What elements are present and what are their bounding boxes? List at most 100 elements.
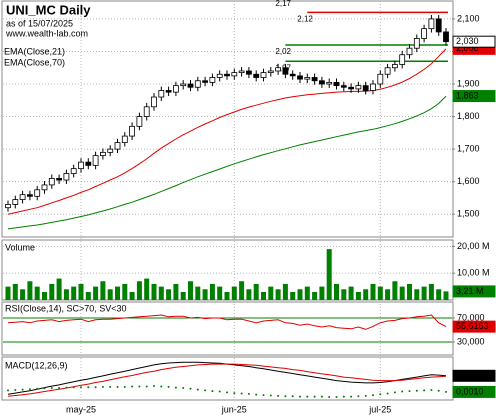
histogram-dot xyxy=(247,392,250,395)
candle-body xyxy=(56,178,62,181)
histogram-dot xyxy=(350,395,353,398)
volume-bar xyxy=(180,291,186,300)
candle-body xyxy=(216,73,223,78)
volume-bar xyxy=(443,291,449,300)
candle-body xyxy=(151,96,157,108)
legend-entry: EMA(Close,21) xyxy=(4,46,65,56)
volume-bar xyxy=(107,289,113,300)
last-value-box xyxy=(452,90,496,103)
histogram-dot xyxy=(408,390,411,393)
histogram-dot xyxy=(160,385,163,388)
volume-bar xyxy=(363,289,369,300)
volume-bar xyxy=(129,291,135,300)
candle-body xyxy=(121,135,128,144)
candle-body xyxy=(267,70,274,74)
volume-bar xyxy=(421,286,427,300)
volume-bar xyxy=(414,289,420,300)
histogram-dot xyxy=(335,396,338,399)
y-tick-label: 30,000 xyxy=(457,336,485,346)
candle-body xyxy=(48,178,55,186)
histogram-dot xyxy=(342,395,345,398)
histogram-dot xyxy=(291,395,294,398)
last-value-box xyxy=(452,369,496,382)
histogram-dot xyxy=(277,394,280,397)
volume-bar xyxy=(385,289,391,300)
last-value-label: 2,008 xyxy=(456,43,479,53)
x-tick-label: jul-25 xyxy=(368,404,391,414)
candle-body xyxy=(26,194,33,197)
histogram-dot xyxy=(7,389,9,392)
volume-bar xyxy=(63,289,69,300)
y-tick-label: 70,000 xyxy=(457,312,485,322)
last-value-label: 3,21 M xyxy=(456,286,484,296)
volume-bar xyxy=(319,286,325,300)
histogram-dot xyxy=(415,389,418,392)
histogram-dot xyxy=(131,385,134,388)
volume-bar xyxy=(253,283,259,300)
volume-bar xyxy=(158,286,164,300)
histogram-dot xyxy=(357,395,360,398)
histogram-dot xyxy=(306,395,309,398)
histogram-dot xyxy=(299,395,301,398)
volume-bar xyxy=(231,286,237,300)
candle-body xyxy=(245,70,252,75)
histogram-dot xyxy=(167,385,170,388)
volume-bar xyxy=(122,283,128,300)
histogram-dot xyxy=(226,391,228,394)
histogram-dot xyxy=(28,388,31,391)
histogram-dot xyxy=(153,385,155,388)
histogram-dot xyxy=(393,391,396,394)
candle-body xyxy=(406,47,413,56)
volume-bar xyxy=(136,281,142,300)
candle-body xyxy=(362,85,369,91)
volume-bar xyxy=(166,289,172,300)
histogram-dot xyxy=(109,385,112,388)
candle-body xyxy=(194,80,201,88)
candle-body xyxy=(12,199,19,205)
candle-body xyxy=(304,77,311,80)
histogram-dot xyxy=(80,386,82,389)
histogram-dot xyxy=(211,390,214,393)
legend-entry: EMA(Close,70) xyxy=(4,57,65,67)
candle-body xyxy=(165,90,172,93)
volume-bar xyxy=(202,289,208,300)
candle-body xyxy=(107,148,114,153)
candle-body xyxy=(172,85,179,93)
candle-body xyxy=(340,85,347,88)
histogram-dot xyxy=(372,394,374,397)
candle-body xyxy=(129,125,136,137)
histogram-dot xyxy=(204,389,207,392)
candle-body xyxy=(260,72,267,78)
volume-bar xyxy=(56,278,62,300)
histogram-dot xyxy=(174,386,177,389)
histogram-dot xyxy=(72,386,75,389)
candle-body xyxy=(180,83,187,87)
candle-body xyxy=(297,75,303,80)
panel-title: Volume xyxy=(5,242,35,252)
volume-bar xyxy=(334,283,339,300)
volume-bar xyxy=(100,281,106,300)
histogram-dot xyxy=(233,392,236,395)
candle-body xyxy=(238,70,245,74)
volume-bar xyxy=(42,291,47,300)
y-tick-label: 1,800 xyxy=(457,111,480,121)
volume-bar xyxy=(377,286,383,300)
histogram-dot xyxy=(21,388,24,391)
candle-body xyxy=(413,38,420,49)
y-tick-label: 1,600 xyxy=(457,176,480,186)
volume-bar xyxy=(290,291,296,300)
volume-bar xyxy=(173,283,179,300)
candle-body xyxy=(143,106,150,117)
volume-bar xyxy=(188,281,193,300)
candle-body xyxy=(443,31,449,43)
candle-body xyxy=(78,161,84,170)
histogram-dot xyxy=(87,386,90,389)
candle-body xyxy=(377,73,384,85)
volume-bar xyxy=(93,286,99,300)
candle-body xyxy=(348,86,355,90)
last-value-box xyxy=(452,385,496,398)
histogram-dot xyxy=(240,392,243,395)
volume-bar xyxy=(217,286,223,300)
candle-body xyxy=(399,54,406,65)
volume-bar xyxy=(144,278,150,300)
